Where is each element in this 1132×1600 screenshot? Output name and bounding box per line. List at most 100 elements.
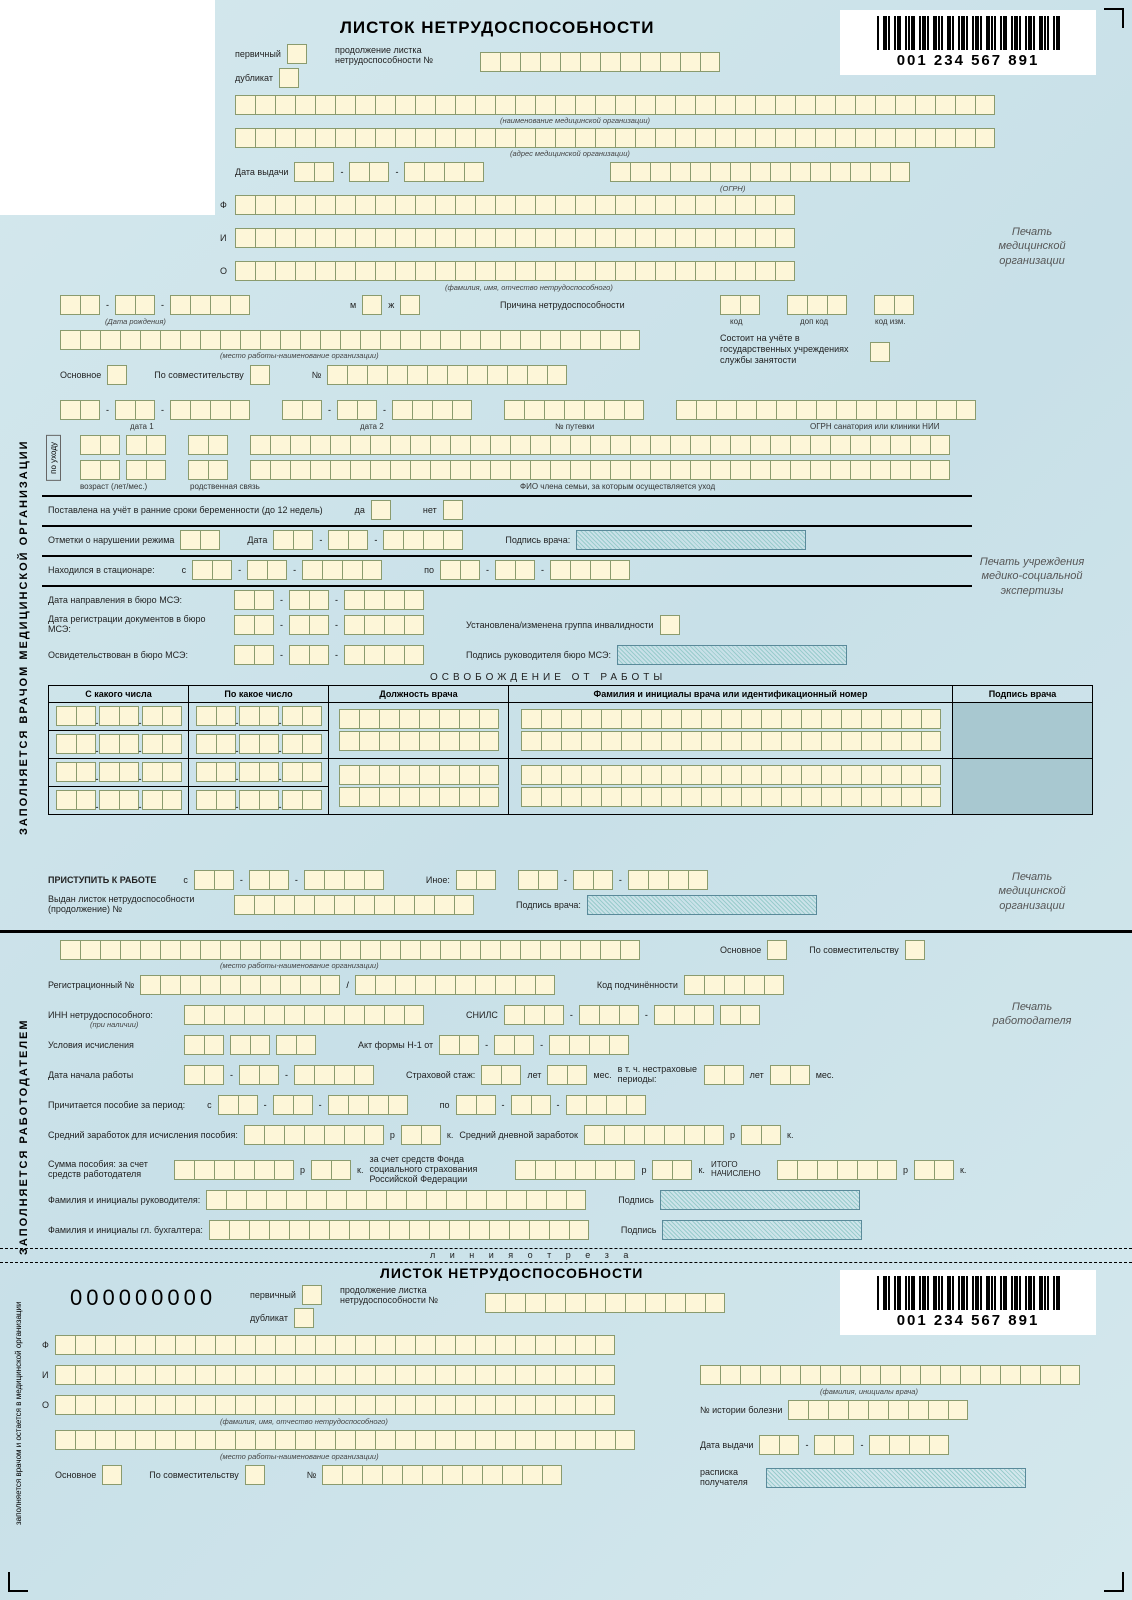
hospital-from-d[interactable] — [192, 560, 232, 580]
total-k[interactable] — [914, 1160, 954, 1180]
daily-earn[interactable] — [584, 1125, 724, 1145]
date1-d[interactable] — [60, 400, 100, 420]
ins-y[interactable] — [481, 1065, 521, 1085]
cause-change[interactable] — [874, 295, 914, 315]
patronymic[interactable] — [235, 261, 795, 281]
mse-reg-y[interactable] — [344, 615, 424, 635]
dob-year[interactable] — [170, 295, 250, 315]
registered-checkbox[interactable] — [870, 342, 890, 362]
total[interactable] — [777, 1160, 897, 1180]
stub-parttime-num[interactable] — [322, 1465, 562, 1485]
other-d[interactable] — [518, 870, 558, 890]
mse-reg-m[interactable] — [289, 615, 329, 635]
hospital-to-m[interactable] — [495, 560, 535, 580]
stub-date-y[interactable] — [869, 1435, 949, 1455]
bp-from-m[interactable] — [273, 1095, 313, 1115]
snils3[interactable] — [654, 1005, 714, 1025]
dob-month[interactable] — [115, 295, 155, 315]
head-sig[interactable] — [660, 1190, 860, 1210]
care2-relation[interactable] — [188, 460, 228, 480]
disability-group[interactable] — [660, 615, 680, 635]
hospital-to-d[interactable] — [440, 560, 480, 580]
care1-age[interactable] — [80, 435, 120, 455]
org-addr[interactable] — [235, 128, 995, 148]
date2-m[interactable] — [337, 400, 377, 420]
voucher-num[interactable] — [504, 400, 644, 420]
stub-main[interactable] — [102, 1465, 122, 1485]
emp-workplace[interactable] — [60, 940, 640, 960]
pregnancy-no[interactable] — [443, 500, 463, 520]
return-y[interactable] — [304, 870, 384, 890]
dob-day[interactable] — [60, 295, 100, 315]
ins-m[interactable] — [547, 1065, 587, 1085]
ogrn-san[interactable] — [676, 400, 976, 420]
parttime-checkbox[interactable] — [250, 365, 270, 385]
avg-earn-k[interactable] — [401, 1125, 441, 1145]
hospital-from-m[interactable] — [247, 560, 287, 580]
stub-duplicate[interactable] — [294, 1308, 314, 1328]
sub-code[interactable] — [684, 975, 784, 995]
return-d[interactable] — [194, 870, 234, 890]
issue-date-day[interactable] — [294, 162, 334, 182]
history-num[interactable] — [788, 1400, 968, 1420]
act-y[interactable] — [549, 1035, 629, 1055]
bp-from-y[interactable] — [328, 1095, 408, 1115]
cause-addcode[interactable] — [787, 295, 847, 315]
act-d[interactable] — [439, 1035, 479, 1055]
violation-m[interactable] — [328, 530, 368, 550]
stub-doc-fio[interactable] — [700, 1365, 1080, 1385]
calc-cond2[interactable] — [230, 1035, 270, 1055]
stub-workplace[interactable] — [55, 1430, 635, 1450]
other-y[interactable] — [628, 870, 708, 890]
violation-sig[interactable] — [576, 530, 806, 550]
snils2[interactable] — [579, 1005, 639, 1025]
stub-patronymic[interactable] — [55, 1395, 615, 1415]
stub-cont-num[interactable] — [485, 1293, 725, 1313]
sex-f[interactable] — [400, 295, 420, 315]
mse-exam-m[interactable] — [289, 645, 329, 665]
daily-earn-k[interactable] — [741, 1125, 781, 1145]
stub-parttime[interactable] — [245, 1465, 265, 1485]
mse-head-sig[interactable] — [617, 645, 847, 665]
reg-num[interactable] — [140, 975, 340, 995]
ws-m[interactable] — [239, 1065, 279, 1085]
emp-parttime-checkbox[interactable] — [905, 940, 925, 960]
nonins-y[interactable] — [704, 1065, 744, 1085]
date1-m[interactable] — [115, 400, 155, 420]
mse-reg-d[interactable] — [234, 615, 274, 635]
workplace[interactable] — [60, 330, 640, 350]
cause-code[interactable] — [720, 295, 760, 315]
avg-earn[interactable] — [244, 1125, 384, 1145]
violation-y[interactable] — [383, 530, 463, 550]
stub-surname[interactable] — [55, 1335, 615, 1355]
duplicate-checkbox[interactable] — [279, 68, 299, 88]
bp-to-m[interactable] — [511, 1095, 551, 1115]
mse-exam-d[interactable] — [234, 645, 274, 665]
issue-date-month[interactable] — [349, 162, 389, 182]
primary-checkbox[interactable] — [287, 44, 307, 64]
nonins-m[interactable] — [770, 1065, 810, 1085]
care1-months[interactable] — [126, 435, 166, 455]
return-sig[interactable] — [587, 895, 817, 915]
mse-ref-d[interactable] — [234, 590, 274, 610]
care1-relation[interactable] — [188, 435, 228, 455]
sex-m[interactable] — [362, 295, 382, 315]
care2-fio[interactable] — [250, 460, 950, 480]
issue-date-year[interactable] — [404, 162, 484, 182]
parttime-num[interactable] — [327, 365, 567, 385]
violation-code[interactable] — [180, 530, 220, 550]
main-checkbox[interactable] — [107, 365, 127, 385]
stub-primary[interactable] — [302, 1285, 322, 1305]
bp-from-d[interactable] — [218, 1095, 258, 1115]
fss-sum[interactable] — [515, 1160, 635, 1180]
care2-age[interactable] — [80, 460, 120, 480]
name[interactable] — [235, 228, 795, 248]
emp-sum-k[interactable] — [311, 1160, 351, 1180]
date1-y[interactable] — [170, 400, 250, 420]
date2-y[interactable] — [392, 400, 472, 420]
return-m[interactable] — [249, 870, 289, 890]
act-m[interactable] — [494, 1035, 534, 1055]
release-row-1[interactable]: ---- — [49, 703, 1093, 731]
care1-fio[interactable] — [250, 435, 950, 455]
calc-cond3[interactable] — [276, 1035, 316, 1055]
